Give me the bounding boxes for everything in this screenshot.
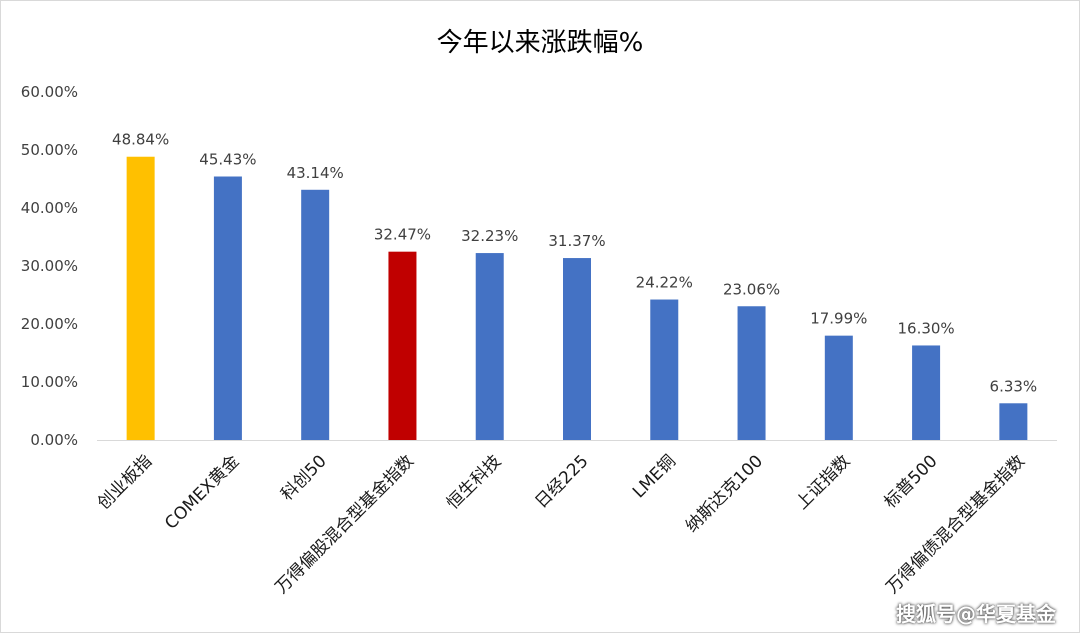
x-tick-label: 标普500: [880, 451, 941, 512]
x-tick-label: 科创50: [277, 451, 330, 504]
data-label: 31.37%: [548, 232, 605, 250]
data-label: 17.99%: [810, 310, 867, 328]
y-tick-label: 30.00%: [21, 257, 78, 275]
data-label: 23.06%: [723, 280, 780, 298]
data-label: 6.33%: [990, 377, 1038, 395]
bar: [912, 345, 941, 440]
x-tick-label: 日经225: [531, 451, 592, 512]
y-tick-label: 20.00%: [21, 315, 78, 333]
data-label: 48.84%: [112, 131, 169, 149]
data-label: 16.30%: [897, 319, 954, 337]
data-label: 32.23%: [461, 227, 518, 245]
bar: [824, 335, 853, 440]
data-label: 32.47%: [374, 226, 431, 244]
data-label: 45.43%: [199, 151, 256, 169]
x-tick-label: COMEX黄金: [161, 451, 243, 533]
bar: [213, 176, 242, 441]
bar: [999, 403, 1028, 440]
bar: [563, 258, 591, 440]
bar: [301, 189, 330, 440]
bar: [737, 306, 766, 440]
y-tick-label: 50.00%: [21, 141, 78, 159]
chart-title: 今年以来涨跌幅%: [436, 28, 644, 58]
data-label: 43.14%: [287, 164, 344, 182]
bar: [126, 156, 155, 440]
y-tick-label: 40.00%: [21, 199, 78, 217]
bar: [475, 253, 504, 440]
y-tick-label: 60.00%: [21, 83, 78, 101]
x-tick-label: 创业板指: [94, 451, 156, 513]
y-tick-label: 0.00%: [30, 431, 78, 449]
y-tick-label: 10.00%: [21, 373, 78, 391]
x-tick-label: LME铜: [629, 451, 680, 502]
data-label: 24.22%: [636, 274, 693, 292]
bar: [650, 299, 679, 440]
x-tick-label: 恒生科技: [443, 451, 505, 513]
bar: [388, 251, 417, 440]
watermark-text: 搜狐号@华夏基金: [896, 602, 1056, 626]
x-tick-label: 纳斯达克100: [682, 451, 767, 536]
x-tick-label: 上证指数: [792, 451, 854, 513]
